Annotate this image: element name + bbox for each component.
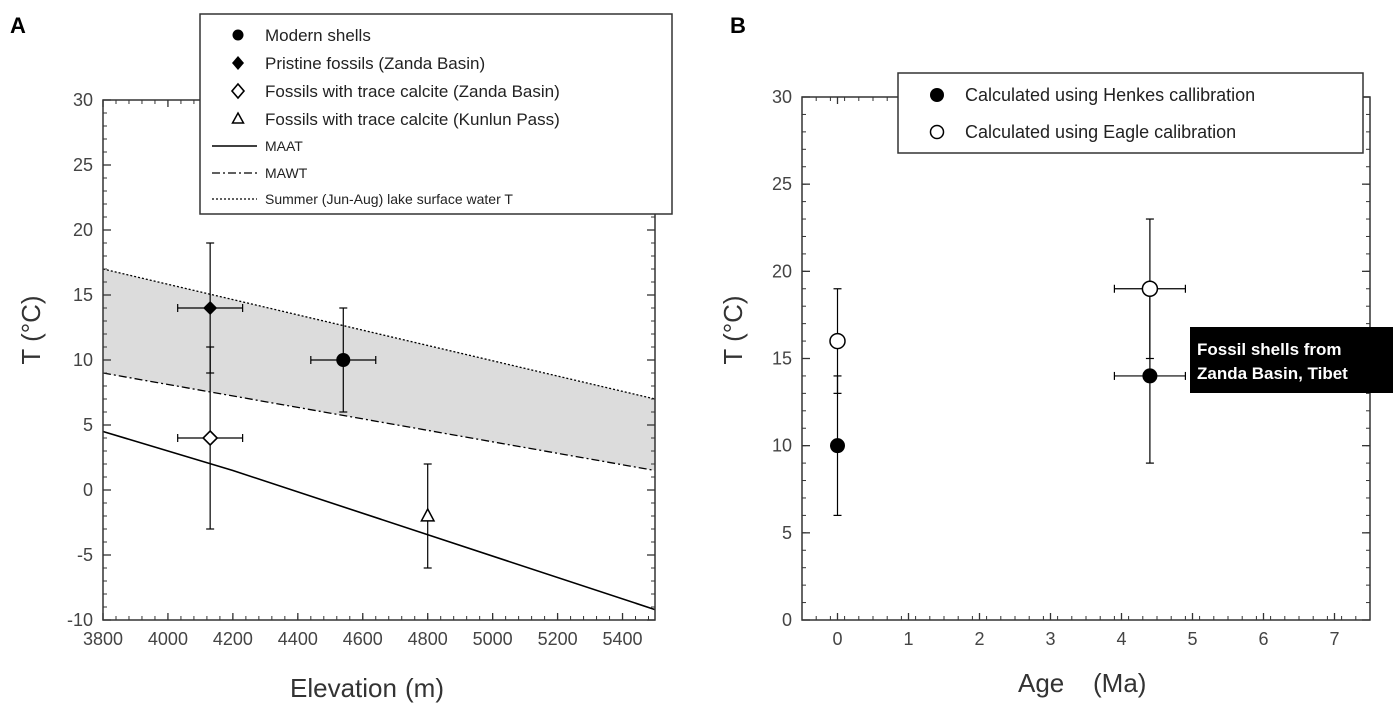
panel-b-xtick-label: 1 — [903, 629, 913, 649]
panel-b-annotation-line-1: Fossil shells from — [1197, 340, 1342, 359]
panel-b-xtick-label: 6 — [1258, 629, 1268, 649]
panel-a-xlabel: Elevation — [290, 673, 397, 703]
legend-marker-henkes — [930, 88, 944, 102]
legend-label-mawt: MAWT — [265, 165, 308, 181]
panel-a-xtick-label: 5200 — [538, 629, 578, 649]
panel-a-ylabel: T (°C) — [16, 295, 46, 364]
legend-label-trace-calcite-zanda: Fossils with trace calcite (Zanda Basin) — [265, 82, 560, 101]
panel-a-ytick-label: -10 — [67, 610, 93, 630]
panel-a-xtick-label: 4200 — [213, 629, 253, 649]
panel-a-point-modern-shells — [336, 353, 351, 367]
legend-marker-open-diamond — [230, 82, 246, 100]
panel-a-ytick-label: 5 — [83, 415, 93, 435]
panel-b-annotation-box — [1190, 327, 1393, 393]
panel-b-xlabel: Age — [1018, 668, 1064, 698]
legend-marker-filled-circle — [232, 29, 244, 41]
legend-label-modern-shells: Modern shells — [265, 26, 371, 45]
panel-a-xtick-label: 5000 — [473, 629, 513, 649]
panel-a-xtick-label: 5400 — [603, 629, 643, 649]
panel-b-annotation-line-2: Zanda Basin, Tibet — [1197, 364, 1348, 383]
panel-b-ytick-label: 0 — [782, 610, 792, 630]
panel-a-ytick-label: 25 — [73, 155, 93, 175]
panel-b-point-calculated-using-eagle-calibration — [829, 332, 846, 350]
panel-b-ytick-label: 25 — [772, 174, 792, 194]
panel-a-xtick-label: 4800 — [408, 629, 448, 649]
legend-label-pristine-fossils: Pristine fossils (Zanda Basin) — [265, 54, 485, 73]
panel-b-ytick-label: 10 — [772, 436, 792, 456]
panel-a-ytick-label: 30 — [73, 90, 93, 110]
panel-b-xtick-label: 7 — [1329, 629, 1339, 649]
panel-b-ytick-label: 15 — [772, 349, 792, 369]
panel-b-xtick-label: 5 — [1187, 629, 1197, 649]
panel-a-chart: 3800 4000 4200 4400 4600 4800 5000 5200 5400-10-… — [16, 13, 673, 703]
panel-label-a: A — [10, 13, 26, 38]
panel-a-point-pristine-fossils-zanda-basin — [203, 301, 218, 315]
panel-b-xtick-label: 3 — [1045, 629, 1055, 649]
legend-marker-eagle — [929, 124, 945, 140]
panel-a-line-mawt — [102, 372, 656, 472]
panel-a-shaded-band — [103, 269, 655, 471]
legend-marker-open-triangle — [231, 111, 245, 124]
panel-a-legend-box — [199, 13, 673, 215]
panel-a-legend: Modern shells Pristine fossils (Zanda Ba… — [199, 13, 673, 215]
panel-b-xtick-label: 4 — [1116, 629, 1126, 649]
panel-b-point-calculated-using-henkes-callibration — [1142, 368, 1158, 384]
panel-b-point-calculated-using-henkes-callibration — [830, 438, 845, 454]
legend-label-summer-lake: Summer (Jun-Aug) lake surface water T — [265, 191, 513, 207]
panel-a-xtick-label: 4600 — [343, 629, 383, 649]
panel-b-xtick-label: 2 — [974, 629, 984, 649]
panel-a-line-maat — [102, 430, 656, 611]
panel-b-legend-box — [897, 72, 1364, 154]
panel-a-xtick-label: 4400 — [278, 629, 318, 649]
panel-a-ytick-label: 15 — [73, 285, 93, 305]
panel-b-xlabel-unit: (Ma) — [1093, 668, 1146, 698]
legend-label-trace-calcite-kunlun: Fossils with trace calcite (Kunlun Pass) — [265, 110, 560, 129]
panel-label-b: B — [730, 13, 746, 38]
panel-b-ytick-label: 5 — [782, 523, 792, 543]
panel-b-ylabel: T (°C) — [718, 295, 748, 364]
panel-a-ytick-label: 20 — [73, 220, 93, 240]
panel-b-ytick-label: 20 — [772, 261, 792, 281]
panel-a-xtick-label: 3800 — [83, 629, 123, 649]
panel-b-legend: Calculated using Henkes callibration Cal… — [897, 72, 1364, 154]
panel-a-xlabel-unit: (m) — [405, 673, 444, 703]
legend-label-henkes: Calculated using Henkes callibration — [965, 85, 1255, 105]
panel-a-point-fossils-with-trace-calcite-kunlun-pass — [420, 507, 436, 522]
panel-a-ytick-label: -5 — [77, 545, 93, 565]
panel-b-ytick-label: 30 — [772, 87, 792, 107]
panel-a-ytick-label: 0 — [83, 480, 93, 500]
panel-a-ytick-label: 10 — [73, 350, 93, 370]
panel-a-point-fossils-with-trace-calcite-zanda-basin — [202, 429, 219, 447]
panel-a-xtick-label: 4000 — [148, 629, 188, 649]
legend-marker-filled-diamond — [232, 56, 244, 70]
panel-b-xtick-label: 0 — [832, 629, 842, 649]
panel-a-line-summer-jun-aug-lake-surface-water-t — [102, 268, 656, 400]
legend-label-eagle: Calculated using Eagle calibration — [965, 122, 1236, 142]
legend-label-maat: MAAT — [265, 138, 303, 154]
panel-b-point-calculated-using-eagle-calibration — [1141, 280, 1159, 298]
